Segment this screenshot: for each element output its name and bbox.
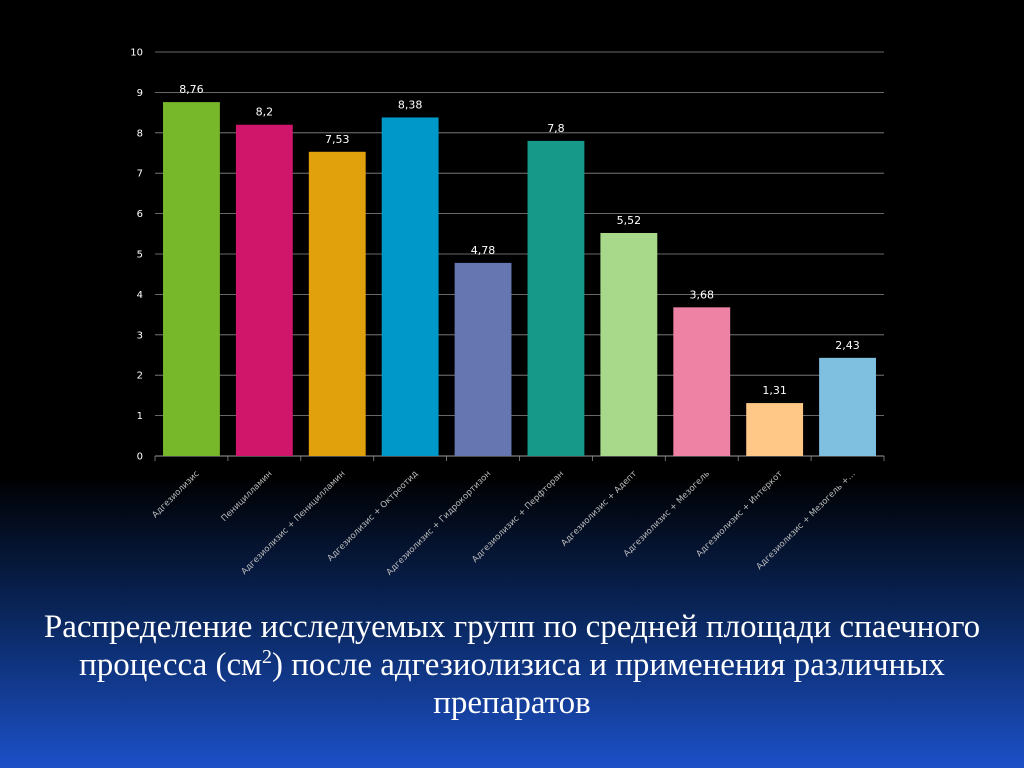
data-label: 8,76 [179,83,204,96]
y-tick-label: 0 [137,452,143,463]
bar [381,117,439,456]
y-tick-label: 3 [137,330,143,341]
bar [454,262,512,456]
slide-title-part1: Распределение исследуемых групп по средн… [43,609,981,683]
y-axis-ticks: 0 1 2 3 4 5 6 7 8 9 10 [130,48,143,463]
data-label: 7,8 [547,122,565,135]
data-label: 2,43 [835,339,860,352]
y-tick-label: 4 [137,290,143,301]
y-tick-label: 1 [137,411,143,422]
y-tick-label: 6 [137,209,143,220]
bar [746,403,804,456]
x-tick-label: Адгезиолизис + Адепт [560,469,639,548]
slide-title-part2: ) после адгезиолизиса и применения разли… [271,647,945,721]
bar [308,151,366,456]
y-tick-label: 8 [137,128,143,139]
y-tick-label: 7 [137,169,143,180]
data-label: 1,31 [762,384,787,397]
bar [235,124,293,456]
data-label: 3,68 [690,288,715,301]
bar [819,357,876,456]
data-label: 7,53 [325,133,350,146]
slide-title: Распределение исследуемых групп по средн… [40,608,984,722]
x-tick-label: Адгезиолизис + Интеркот [695,469,785,559]
slide-title-superscript: 2 [261,646,272,668]
x-tick-label: Адгезиолизис [150,469,201,520]
data-label: 5,52 [617,214,642,227]
y-tick-label: 10 [130,48,143,59]
bar-chart: 0 1 2 3 4 5 6 7 8 9 10 8,76 8,2 7,53 8,38 4,78 7,8 5,52 3… [130,48,885,578]
bar [673,307,731,456]
y-tick-label: 5 [137,250,143,261]
data-label: 4,78 [471,244,496,257]
x-tick-label: Пеницилламин [220,469,275,524]
bar [600,232,658,456]
x-tick-label: Адгезиолизис + Мезогель [622,469,712,559]
data-label: 8,38 [398,98,423,111]
bar [527,140,585,456]
bar [163,102,220,456]
data-labels: 8,76 8,2 7,53 8,38 4,78 7,8 5,52 3,68 1,31 2,43 [179,83,860,397]
y-tick-label: 2 [137,371,143,382]
data-label: 8,2 [256,106,274,119]
y-tick-label: 9 [137,88,143,99]
bars [163,102,876,456]
